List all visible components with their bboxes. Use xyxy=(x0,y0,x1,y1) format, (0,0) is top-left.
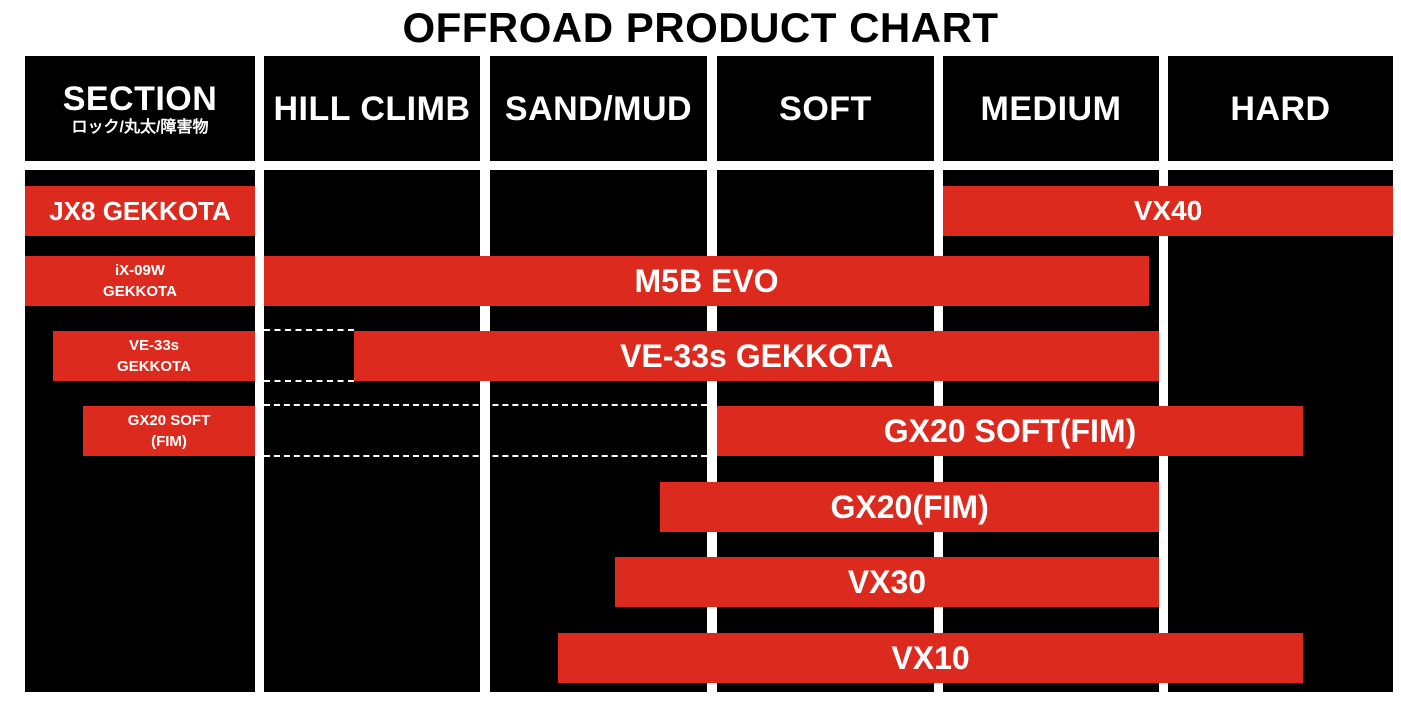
product-bar-3: GX20 SOFT(FIM) xyxy=(717,406,1303,456)
column-header-1: HILL CLIMB xyxy=(264,56,480,161)
column-header-label: SECTION xyxy=(62,79,218,118)
column-header-4: MEDIUM xyxy=(943,56,1159,161)
column-header-sublabel: ロック/丸太/障害物 xyxy=(71,118,209,136)
column-header-3: SOFT xyxy=(717,56,934,161)
column-header-label: HARD xyxy=(1230,89,1331,128)
product-bar-0: VX40 xyxy=(943,186,1393,236)
column-header-label: MEDIUM xyxy=(980,89,1122,128)
column-header-0: SECTION ロック/丸太/障害物 xyxy=(25,56,255,161)
product-bar-1: M5B EVO xyxy=(264,256,1149,306)
gx20soft-dash-top xyxy=(264,404,717,406)
section-bar-0: JX8 GEKKOTA xyxy=(25,186,255,236)
column-header-2: SAND/MUD xyxy=(490,56,707,161)
ve33s-dash-bottom xyxy=(264,380,354,382)
column-header-label: HILL CLIMB xyxy=(273,89,471,128)
section-bar-1: iX-09W GEKKOTA xyxy=(25,256,255,306)
column-header-5: HARD xyxy=(1168,56,1393,161)
column-header-label: SOFT xyxy=(779,89,872,128)
section-bar-2: VE-33s GEKKOTA xyxy=(53,331,255,381)
column-body-2 xyxy=(490,170,707,692)
gx20soft-dash-bottom xyxy=(264,455,717,457)
ve33s-dash-top xyxy=(264,329,354,331)
column-header-label: SAND/MUD xyxy=(504,89,693,128)
product-bar-5: VX30 xyxy=(614,557,1159,607)
product-bar-6: VX10 xyxy=(558,633,1303,683)
chart-title: OFFROAD PRODUCT CHART xyxy=(402,4,999,51)
column-body-1 xyxy=(264,170,480,692)
section-bar-3: GX20 SOFT (FIM) xyxy=(83,406,255,456)
product-bar-4: GX20(FIM) xyxy=(660,482,1159,532)
product-bar-2: VE-33s GEKKOTA xyxy=(354,331,1159,381)
